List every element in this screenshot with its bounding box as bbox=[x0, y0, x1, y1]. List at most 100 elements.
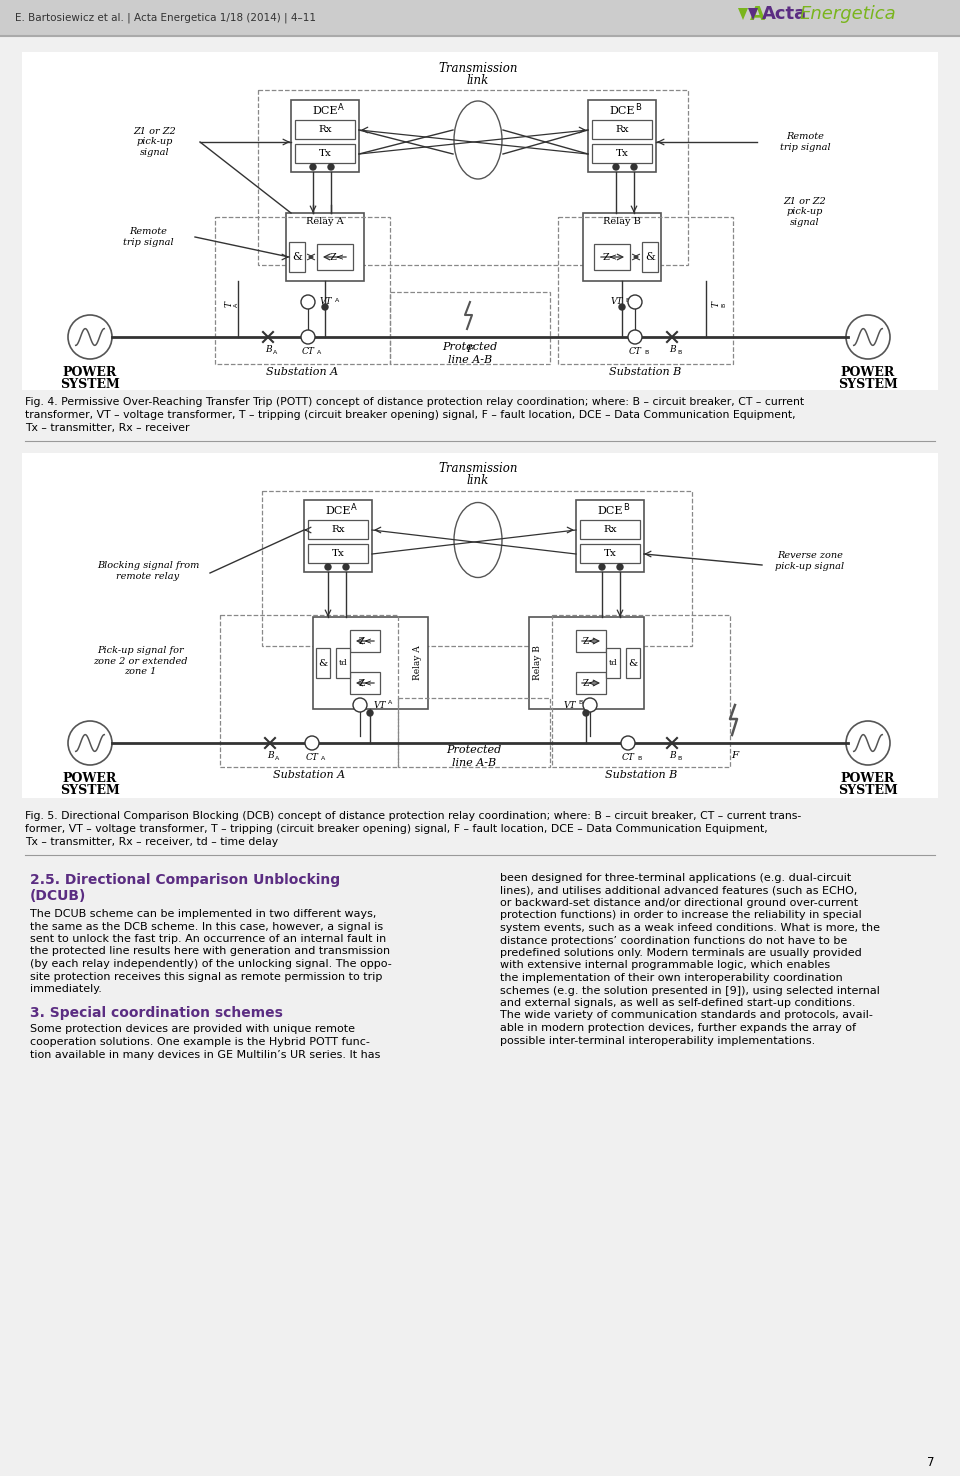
Text: A: A bbox=[273, 350, 277, 354]
Bar bbox=[558, 217, 733, 365]
Text: the implementation of their own interoperability coordination: the implementation of their own interope… bbox=[500, 973, 843, 983]
Bar bbox=[576, 630, 606, 652]
Circle shape bbox=[846, 720, 890, 765]
Text: The DCUB scheme can be implemented in two different ways,: The DCUB scheme can be implemented in tw… bbox=[30, 909, 376, 920]
Text: Fig. 4. Permissive Over-Reaching Transfer Trip (POTT) concept of distance protec: Fig. 4. Permissive Over-Reaching Transfe… bbox=[25, 397, 804, 407]
Text: Fig. 5. Directional Comparison Blocking (DCB) concept of distance protection rel: Fig. 5. Directional Comparison Blocking … bbox=[25, 810, 802, 821]
Bar bbox=[295, 145, 355, 162]
Text: and external signals, as well as self-defined start-up conditions.: and external signals, as well as self-de… bbox=[500, 998, 855, 1008]
Text: DCE: DCE bbox=[610, 106, 635, 117]
Bar bbox=[308, 545, 368, 562]
Text: Tx: Tx bbox=[615, 149, 629, 158]
Text: Relay A: Relay A bbox=[414, 645, 422, 680]
Text: Substation B: Substation B bbox=[609, 368, 682, 376]
Circle shape bbox=[628, 331, 642, 344]
Text: CT: CT bbox=[629, 347, 641, 356]
Text: DCE: DCE bbox=[325, 506, 350, 517]
Bar bbox=[316, 648, 330, 677]
Text: Pick-up signal for
zone 2 or extended
zone 1: Pick-up signal for zone 2 or extended zo… bbox=[93, 646, 187, 676]
Bar bbox=[588, 100, 656, 173]
Bar bbox=[583, 213, 661, 280]
Bar bbox=[286, 213, 364, 280]
Text: line A-B: line A-B bbox=[448, 356, 492, 365]
Text: A: A bbox=[317, 350, 322, 356]
Text: Tx: Tx bbox=[319, 149, 331, 158]
Text: B: B bbox=[625, 298, 629, 303]
Text: VT: VT bbox=[320, 298, 332, 307]
Circle shape bbox=[301, 295, 315, 308]
Text: Z<: Z< bbox=[583, 636, 597, 645]
Text: 3. Special coordination schemes: 3. Special coordination schemes bbox=[30, 1007, 283, 1020]
Text: Z<: Z< bbox=[329, 252, 345, 261]
Text: td: td bbox=[339, 658, 348, 667]
Text: Z1 or Z2
pick-up
signal: Z1 or Z2 pick-up signal bbox=[133, 127, 177, 156]
Text: The wide variety of communication standards and protocols, avail-: The wide variety of communication standa… bbox=[500, 1011, 873, 1020]
Circle shape bbox=[322, 304, 328, 310]
Text: link: link bbox=[467, 74, 490, 87]
Circle shape bbox=[325, 564, 331, 570]
Bar bbox=[308, 520, 368, 539]
Bar bbox=[0, 0, 960, 35]
Text: Substation A: Substation A bbox=[273, 770, 345, 779]
Text: former, VT – voltage transformer, T – tripping (circuit breaker opening) signal,: former, VT – voltage transformer, T – tr… bbox=[25, 824, 768, 834]
Text: system events, such as a weak infeed conditions. What is more, the: system events, such as a weak infeed con… bbox=[500, 922, 880, 933]
Bar bbox=[350, 672, 380, 694]
Text: site protection receives this signal as remote permission to trip: site protection receives this signal as … bbox=[30, 971, 382, 982]
Circle shape bbox=[305, 737, 319, 750]
Text: td: td bbox=[609, 658, 617, 667]
Text: CT: CT bbox=[305, 753, 319, 762]
Text: B: B bbox=[677, 756, 682, 760]
Circle shape bbox=[599, 564, 605, 570]
Bar bbox=[313, 617, 428, 708]
Text: sent to unlock the fast trip. An occurrence of an internal fault in: sent to unlock the fast trip. An occurre… bbox=[30, 934, 386, 945]
Text: immediately.: immediately. bbox=[30, 984, 102, 993]
Bar bbox=[220, 615, 398, 768]
Text: &: & bbox=[645, 252, 655, 263]
Text: Protected: Protected bbox=[443, 342, 497, 351]
Text: Relay A: Relay A bbox=[306, 217, 344, 226]
Circle shape bbox=[617, 564, 623, 570]
Text: Z<: Z< bbox=[359, 636, 372, 645]
Bar bbox=[291, 100, 359, 173]
Text: distance protections’ coordination functions do not have to be: distance protections’ coordination funct… bbox=[500, 936, 848, 946]
Text: B: B bbox=[267, 751, 274, 760]
Text: Relay B: Relay B bbox=[603, 217, 641, 226]
Text: Rx: Rx bbox=[603, 525, 617, 534]
Text: B: B bbox=[637, 757, 641, 762]
Text: B: B bbox=[623, 503, 629, 512]
Circle shape bbox=[328, 164, 334, 170]
Text: B: B bbox=[644, 350, 648, 356]
Text: B: B bbox=[635, 103, 641, 112]
Bar bbox=[295, 120, 355, 139]
Text: 7: 7 bbox=[927, 1455, 935, 1469]
Bar bbox=[398, 698, 550, 768]
Text: cooperation solutions. One example is the Hybrid POTT func-: cooperation solutions. One example is th… bbox=[30, 1038, 370, 1046]
Text: 2.5. Directional Comparison Unblocking: 2.5. Directional Comparison Unblocking bbox=[30, 872, 340, 887]
Text: Rx: Rx bbox=[331, 525, 345, 534]
Text: SYSTEM: SYSTEM bbox=[60, 784, 120, 797]
Text: SYSTEM: SYSTEM bbox=[60, 378, 120, 391]
Circle shape bbox=[628, 295, 642, 308]
Bar bbox=[580, 520, 640, 539]
Text: Transmission: Transmission bbox=[439, 62, 517, 74]
Text: Protected: Protected bbox=[446, 745, 502, 756]
Text: F: F bbox=[467, 345, 473, 354]
Text: or backward-set distance and/or directional ground over-current: or backward-set distance and/or directio… bbox=[500, 897, 858, 908]
Bar bbox=[317, 244, 353, 270]
Text: schemes (e.g. the solution presented in [9]), using selected internal: schemes (e.g. the solution presented in … bbox=[500, 986, 880, 995]
Text: Substation B: Substation B bbox=[605, 770, 677, 779]
Text: A: A bbox=[275, 756, 279, 760]
Text: able in modern protection devices, further expands the array of: able in modern protection devices, furth… bbox=[500, 1023, 856, 1033]
Circle shape bbox=[301, 331, 315, 344]
Text: B: B bbox=[578, 701, 583, 706]
Text: Remote
trip signal: Remote trip signal bbox=[123, 227, 174, 246]
Circle shape bbox=[619, 304, 625, 310]
Text: B: B bbox=[265, 345, 272, 354]
Text: link: link bbox=[467, 474, 490, 487]
Text: Substation A: Substation A bbox=[266, 368, 338, 376]
Bar bbox=[592, 145, 652, 162]
Bar bbox=[529, 617, 644, 708]
Text: Blocking signal from
remote relay: Blocking signal from remote relay bbox=[97, 561, 199, 580]
Bar bbox=[258, 90, 688, 266]
Text: Tx – transmitter, Rx – receiver, td – time delay: Tx – transmitter, Rx – receiver, td – ti… bbox=[25, 837, 278, 847]
